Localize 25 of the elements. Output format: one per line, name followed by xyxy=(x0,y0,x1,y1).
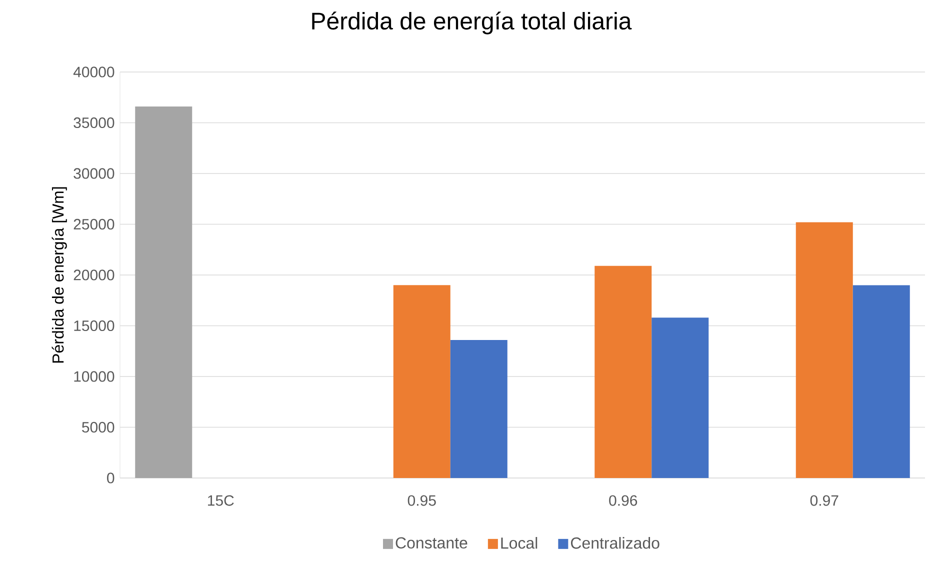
x-tick-label: 0.96 xyxy=(609,495,638,506)
y-tick-label: 20000 xyxy=(74,270,114,280)
bar xyxy=(652,318,709,478)
bar xyxy=(135,106,192,478)
bar xyxy=(852,285,910,478)
x-tick-label: 0.95 xyxy=(408,495,436,506)
x-tick-label: 15C xyxy=(208,495,234,506)
bar xyxy=(450,340,508,478)
y-tick-label: 5000 xyxy=(82,422,114,433)
chart-title: Pérdida de energía total diaria xyxy=(312,12,632,34)
legend-label: Centralizado xyxy=(570,537,660,549)
legend-label: Constante xyxy=(396,537,468,549)
bar xyxy=(796,222,853,478)
y-tick-label: 25000 xyxy=(74,218,114,230)
y-tick-label: 30000 xyxy=(74,168,114,179)
y-tick-label: 0 xyxy=(107,472,114,484)
y-tick-label: 10000 xyxy=(74,371,114,382)
y-tick-label: 15000 xyxy=(74,320,114,332)
x-tick-label: 0.97 xyxy=(810,495,838,506)
bar xyxy=(594,266,652,478)
y-axis-title: Pérdida de energía [Wm] xyxy=(52,187,67,363)
bar xyxy=(393,285,450,478)
y-tick-label: 35000 xyxy=(74,117,114,128)
y-tick-label: 40000 xyxy=(73,66,114,78)
legend-label: Local xyxy=(501,537,538,549)
